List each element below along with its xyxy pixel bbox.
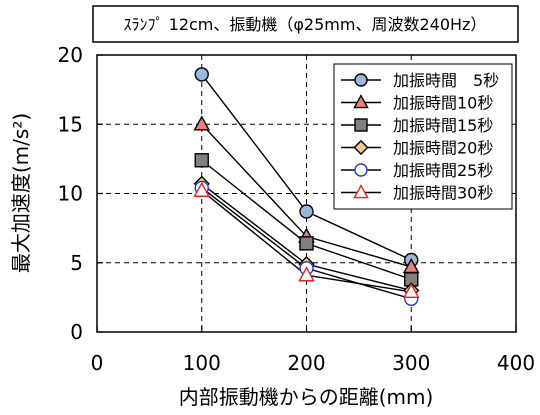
legend-label: 加振時間20秒 <box>393 139 493 158</box>
x-axis-label: 内部振動機からの距離(mm) <box>179 385 434 409</box>
legend-marker <box>353 184 369 199</box>
data-point-series-2 <box>193 115 211 131</box>
y-tick-label: 5 <box>70 251 83 275</box>
x-tick-label: 100 <box>183 351 221 375</box>
x-tick-label: 300 <box>392 351 430 375</box>
y-tick-label: 0 <box>70 320 83 344</box>
data-point-series-6 <box>298 266 315 282</box>
data-point-series-3 <box>194 153 209 168</box>
y-tick-label: 20 <box>58 43 83 67</box>
y-tick-label: 15 <box>58 112 83 136</box>
y-axis-label: 最大加速度(m/s²) <box>9 113 33 273</box>
legend-marker <box>354 73 368 87</box>
legend-label: 加振時間 5秒 <box>393 71 499 90</box>
data-point-series-6 <box>193 181 211 197</box>
chart-title-box <box>92 5 519 43</box>
legend <box>333 63 513 210</box>
data-point-series-3 <box>299 236 314 251</box>
series-group <box>193 67 420 306</box>
legend-label: 加振時間15秒 <box>393 116 493 135</box>
chart-title: ｽﾗﾝﾌﾟ 12cm、振動機（φ25mm、周波数240Hz） <box>124 15 487 34</box>
legend-marker <box>354 163 368 177</box>
legend-marker <box>354 118 368 132</box>
legend-label: 加振時間25秒 <box>393 161 493 180</box>
legend-marker <box>353 139 369 156</box>
legend-marker <box>353 94 369 109</box>
x-tick-label: 400 <box>497 351 535 375</box>
data-point-series-1 <box>299 204 314 219</box>
legend-items: 加振時間 5秒加振時間10秒加振時間15秒加振時間20秒加振時間25秒加振時間3… <box>341 71 499 203</box>
legend-label: 加振時間10秒 <box>393 94 493 113</box>
data-point-series-1 <box>194 67 209 82</box>
data-point-series-6 <box>402 282 420 299</box>
x-tick-label: 0 <box>91 351 104 375</box>
y-tick-label: 10 <box>58 182 83 206</box>
legend-label: 加振時間30秒 <box>393 184 493 203</box>
x-tick-label: 200 <box>287 351 325 375</box>
